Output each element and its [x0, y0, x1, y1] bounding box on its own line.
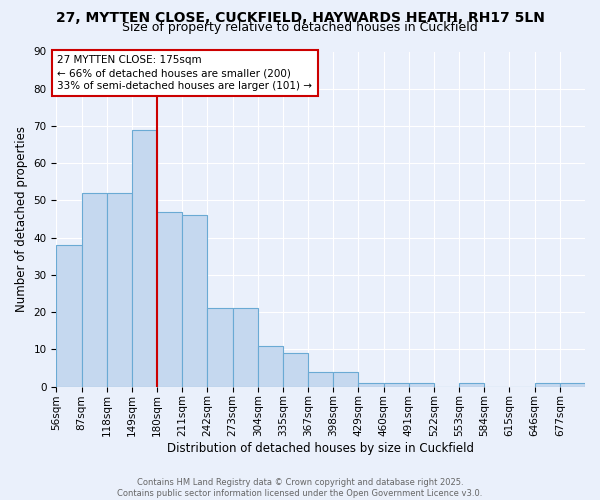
Text: Size of property relative to detached houses in Cuckfield: Size of property relative to detached ho…: [122, 21, 478, 34]
Bar: [283, 353, 308, 386]
Bar: [258, 346, 283, 387]
Bar: [82, 193, 107, 386]
Bar: [56, 245, 82, 386]
Text: 27, MYTTEN CLOSE, CUCKFIELD, HAYWARDS HEATH, RH17 5LN: 27, MYTTEN CLOSE, CUCKFIELD, HAYWARDS HE…: [56, 11, 544, 25]
Bar: [157, 212, 182, 386]
Bar: [409, 383, 434, 386]
Bar: [233, 308, 258, 386]
Y-axis label: Number of detached properties: Number of detached properties: [15, 126, 28, 312]
Bar: [358, 383, 383, 386]
Bar: [208, 308, 233, 386]
Bar: [560, 383, 585, 386]
Bar: [333, 372, 358, 386]
Text: Contains HM Land Registry data © Crown copyright and database right 2025.
Contai: Contains HM Land Registry data © Crown c…: [118, 478, 482, 498]
Text: 27 MYTTEN CLOSE: 175sqm
← 66% of detached houses are smaller (200)
33% of semi-d: 27 MYTTEN CLOSE: 175sqm ← 66% of detache…: [58, 55, 313, 92]
Bar: [182, 216, 208, 386]
Bar: [308, 372, 333, 386]
Bar: [459, 383, 484, 386]
Bar: [107, 193, 132, 386]
X-axis label: Distribution of detached houses by size in Cuckfield: Distribution of detached houses by size …: [167, 442, 474, 455]
Bar: [535, 383, 560, 386]
Bar: [132, 130, 157, 386]
Bar: [383, 383, 409, 386]
